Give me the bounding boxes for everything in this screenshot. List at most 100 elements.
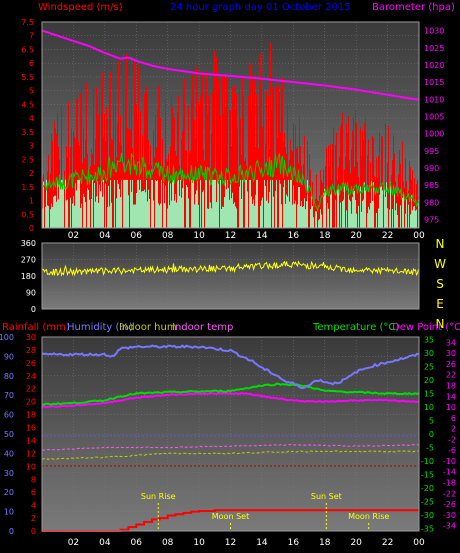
dew-point-tick-label: -26 [443, 500, 456, 509]
dew-point-title: Dew Point (°C) [392, 322, 460, 333]
indoor-hum-line [41, 450, 420, 461]
direction-axis-labels: 0 90 180 270 360 [21, 239, 36, 314]
time-tick-label: 22 [382, 231, 393, 241]
direction-tick-label: 270 [21, 256, 36, 265]
temperature-tick-label: -15 [421, 470, 434, 479]
time-tick-label: 14 [256, 231, 268, 241]
humidity-tick-label: 90 [4, 352, 14, 361]
windspeed-tick-label: 1 [29, 197, 34, 206]
time-tick-label: 02 [68, 538, 79, 548]
humidity-tick-label: 0 [9, 527, 14, 536]
temperature-tick-label: -20 [421, 484, 434, 493]
temperature-title: Temperature (°C) [312, 322, 399, 333]
windspeed-tick-label: 2.5 [21, 155, 34, 164]
humidity-tick-label: 80 [4, 372, 14, 381]
temperature-axis-labels: 35 30 25 20 15 10 5 0 -5 -10 -15 -20 -25 -30 -35 [421, 336, 434, 534]
barometer-tick-label: 1005 [424, 112, 444, 121]
time-tick-label: 20 [350, 231, 362, 241]
wind-direction-line [42, 260, 419, 277]
temperature-tick-label: 15 [424, 390, 434, 399]
barometer-tick-label: 980 [424, 198, 439, 207]
direction-tick-label: 90 [26, 289, 36, 298]
compass-letter: W [434, 257, 446, 271]
time-tick-label: 12 [225, 231, 236, 241]
dew-point-tick-label: 14 [446, 392, 456, 401]
time-tick-label: 04 [99, 231, 111, 241]
rainfall-tick-label: 2 [31, 514, 36, 523]
barometer-tick-label: 1015 [424, 78, 444, 87]
dew-point-tick-label: -22 [443, 489, 456, 498]
barometer-tick-label: 985 [424, 181, 439, 190]
rainfall-tick-label: 0 [31, 527, 36, 536]
windspeed-tick-label: 7.5 [21, 18, 34, 27]
direction-plot-frame [41, 242, 420, 310]
windspeed-tick-label: 4 [29, 114, 34, 123]
dew-point-tick-label: 30 [446, 349, 456, 358]
time-tick-label: 18 [319, 538, 331, 548]
rainfall-tick-label: 30 [26, 333, 36, 342]
temperature-tick-label: 35 [424, 336, 434, 345]
windspeed-tick-label: 4.5 [21, 100, 34, 109]
time-tick-label: 18 [319, 231, 331, 241]
barometer-axis-labels: 975 980 985 990 995 1000 1005 1010 1015 1020 1025 1… [424, 27, 444, 225]
time-tick-label: 06 [131, 231, 143, 241]
compass-letter: E [436, 297, 444, 311]
barometer-line [41, 29, 420, 101]
dew-point-tick-label: 34 [446, 338, 456, 347]
windspeed-tick-label: 0.5 [21, 210, 34, 219]
temp-plot-frame [41, 336, 420, 532]
humidity-title: Humidity (%) [67, 322, 133, 333]
barometer-title: Barometer (hpa) [372, 2, 455, 13]
compass-letter: N [436, 317, 445, 331]
windspeed-tick-label: 3.5 [21, 128, 34, 137]
windspeed-tick-label: 2 [29, 169, 34, 178]
time-tick-label: 02 [68, 231, 79, 241]
indoor-hum-title: Indoor hum [119, 322, 177, 333]
time-tick-label: 20 [350, 538, 362, 548]
dew-point-tick-label: -34 [443, 522, 456, 531]
wind-time-axis-labels: 02 04 06 08 10 12 14 16 18 20 22 00 [68, 231, 425, 241]
temperature-tick-label: 20 [424, 376, 434, 385]
windspeed-tick-label: 6 [29, 59, 34, 68]
direction-tick-label: 360 [21, 239, 36, 248]
windspeed-tick-label: 3 [29, 142, 34, 151]
temperature-tick-label: 25 [424, 363, 434, 372]
temperature-tick-label: 0 [429, 430, 434, 439]
humidity-tick-label: 100 [0, 333, 14, 342]
rainfall-tick-label: 28 [26, 346, 36, 355]
dew-point-tick-label: 10 [446, 403, 456, 412]
dew-point-tick-label: 22 [446, 371, 456, 380]
barometer-tick-label: 1030 [424, 27, 444, 36]
rainfall-tick-label: 10 [26, 462, 36, 471]
windspeed-tick-label: 5.5 [21, 73, 34, 82]
rainfall-tick-label: 26 [26, 359, 36, 368]
windspeed-tick-label: 5 [29, 87, 34, 96]
windspeed-title: Windspeed (m/s) [38, 2, 123, 13]
time-tick-label: 10 [193, 538, 205, 548]
rainfall-tick-label: 8 [31, 475, 36, 484]
humidity-tick-label: 60 [4, 411, 14, 420]
time-tick-label: 12 [225, 538, 236, 548]
sun-rise-label: Sun Rise [141, 492, 176, 501]
barometer-tick-label: 990 [424, 164, 439, 173]
wind-average-line [42, 152, 419, 213]
dew-point-tick-label: 26 [446, 360, 456, 369]
dew-point-tick-label: -18 [443, 479, 456, 488]
dew-point-tick-label: 6 [451, 414, 456, 423]
rainfall-tick-label: 18 [26, 411, 36, 420]
humidity-tick-label: 40 [4, 449, 14, 458]
rainfall-tick-label: 22 [26, 385, 36, 394]
humidity-tick-label: 50 [4, 430, 14, 439]
barometer-tick-label: 975 [424, 215, 439, 224]
temperature-tick-label: 5 [429, 417, 434, 426]
temperature-tick-label: -25 [421, 497, 434, 506]
moon-rise-label: Moon Rise [348, 512, 389, 521]
rainfall-tick-label: 6 [31, 488, 36, 497]
humidity-tick-label: 30 [4, 469, 14, 478]
sun-set-label: Sun Set [311, 492, 342, 501]
rainfall-line [42, 509, 419, 532]
